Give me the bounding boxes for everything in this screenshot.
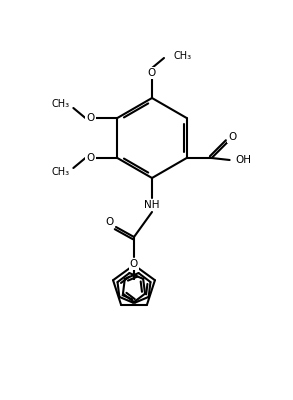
Text: NH: NH <box>144 200 160 210</box>
Text: CH₃: CH₃ <box>174 51 192 61</box>
Text: CH₃: CH₃ <box>51 167 69 177</box>
Text: O: O <box>106 217 114 227</box>
Text: CH₃: CH₃ <box>51 99 69 109</box>
Text: O: O <box>148 68 156 78</box>
Text: O: O <box>229 132 237 142</box>
Text: O: O <box>130 259 138 269</box>
Text: OH: OH <box>236 155 252 165</box>
Text: O: O <box>86 113 94 123</box>
Text: O: O <box>86 153 94 163</box>
